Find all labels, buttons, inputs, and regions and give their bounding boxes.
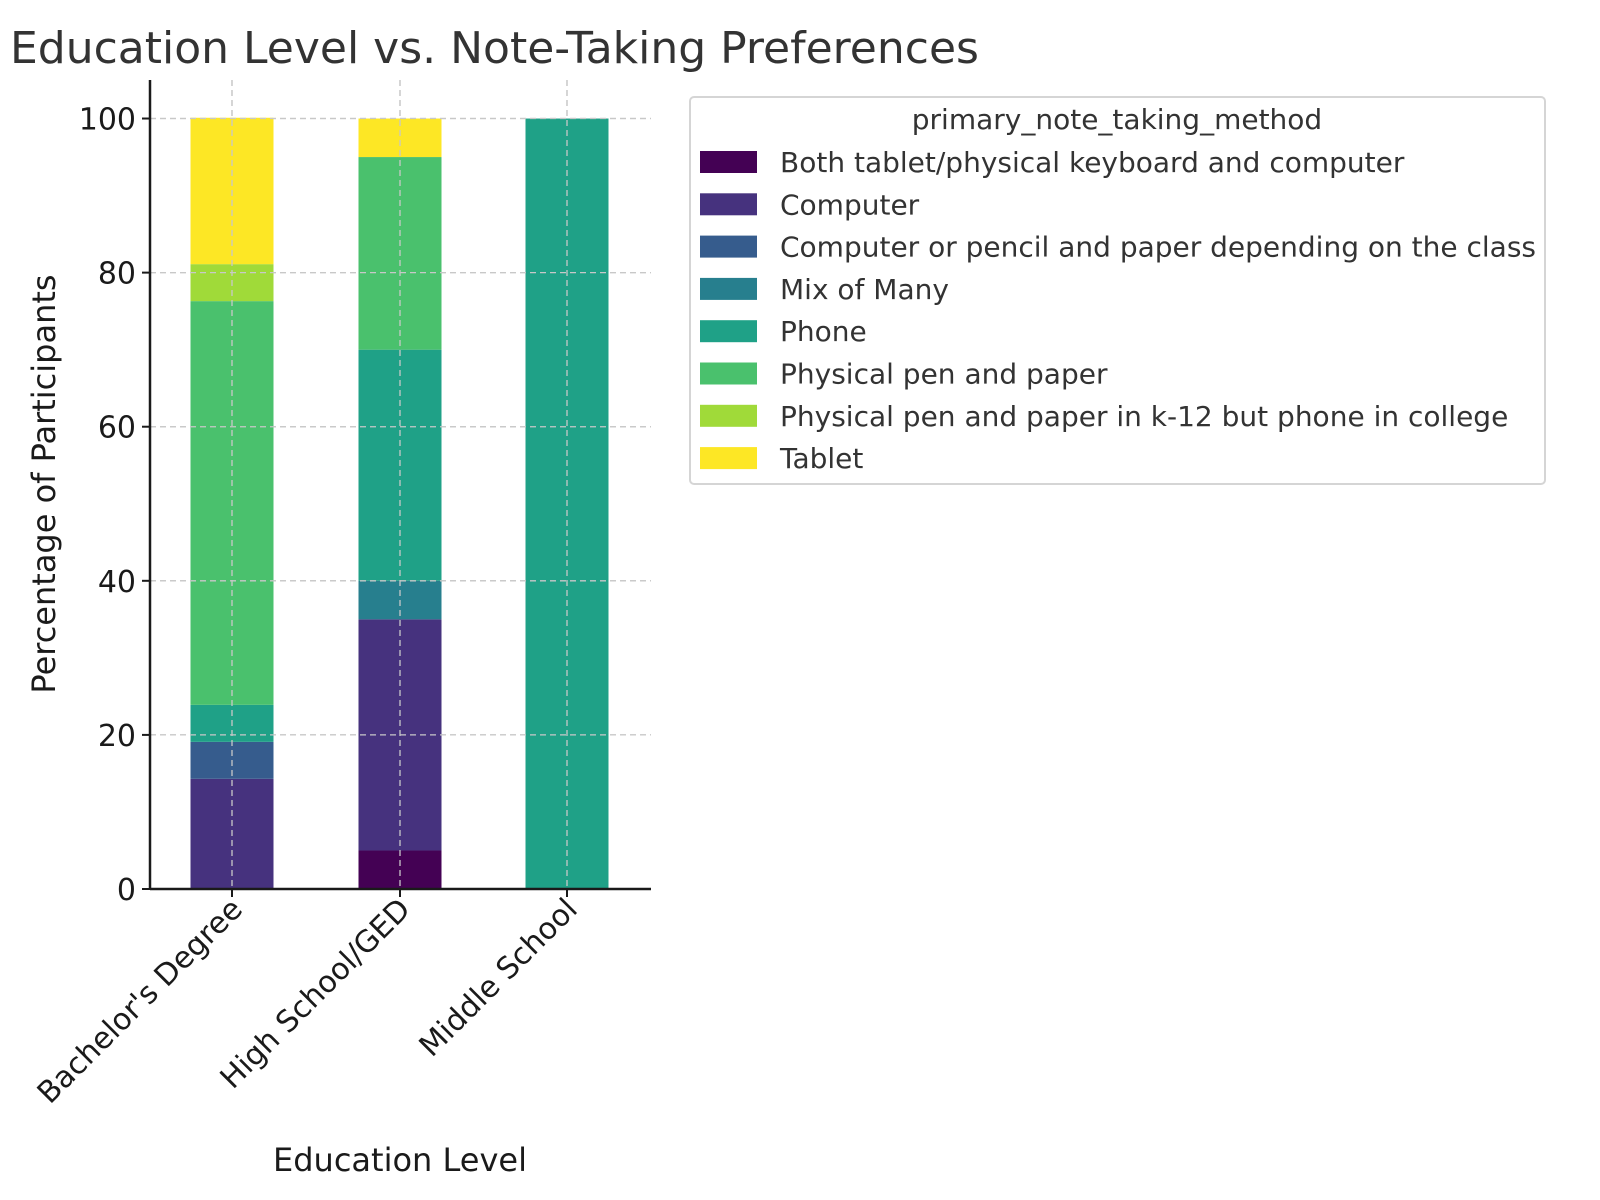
y-axis-label: Percentage of Participants	[25, 274, 63, 693]
y-tick-label: 100	[79, 103, 136, 138]
legend-label: Tablet	[779, 442, 863, 475]
x-tick-label: Middle School	[413, 892, 585, 1064]
legend-swatch	[700, 447, 757, 470]
legend-swatch	[700, 193, 757, 216]
y-ticks: 0 20 40 60 80 100	[79, 103, 150, 908]
bars	[150, 80, 651, 890]
legend-swatch	[700, 320, 757, 343]
y-tick-label: 40	[98, 565, 136, 600]
chart-title: Education Level vs. Note-Taking Preferen…	[10, 23, 979, 74]
legend-label: Phone	[780, 315, 867, 348]
x-tick-label: High School/GED	[214, 892, 418, 1096]
y-tick-label: 20	[98, 719, 136, 754]
legend-swatch	[700, 235, 757, 258]
legend-label: Mix of Many	[780, 273, 949, 306]
legend-swatch	[700, 151, 757, 173]
legend-swatch	[700, 277, 757, 300]
legend-label: Physical pen and paper	[780, 358, 1108, 391]
legend-swatch	[700, 362, 757, 385]
y-tick-label: 0	[117, 873, 136, 908]
legend-label: Computer or pencil and paper depending o…	[780, 231, 1536, 264]
y-tick-label: 80	[98, 257, 136, 292]
x-axis-label: Education Level	[273, 1141, 527, 1179]
legend-frame	[689, 96, 1546, 485]
legend-label: Computer	[780, 188, 920, 221]
legend-label: Physical pen and paper in k-12 but phone…	[780, 400, 1508, 433]
legend: primary_note_taking_method Both tablet/p…	[689, 96, 1546, 485]
legend-swatch	[700, 404, 757, 427]
x-tick-label: Bachelor's Degree	[31, 892, 250, 1111]
legend-label: Both tablet/physical keyboard and comput…	[780, 146, 1405, 179]
legend-title: primary_note_taking_method	[912, 103, 1322, 136]
y-tick-label: 60	[98, 411, 136, 446]
